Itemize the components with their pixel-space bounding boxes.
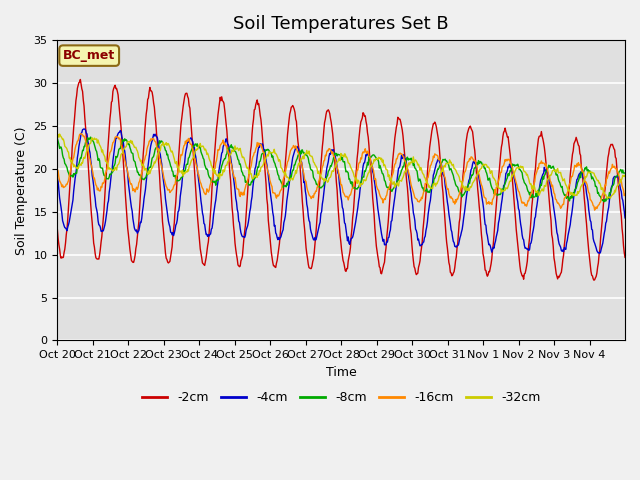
Line: -32cm: -32cm <box>58 134 625 199</box>
-4cm <box>121 148 129 154</box>
-16cm <box>621 192 629 197</box>
-32cm <box>225 154 233 160</box>
-32cm <box>433 180 440 186</box>
Line: -4cm: -4cm <box>58 129 625 253</box>
-8cm <box>621 170 629 176</box>
-4cm <box>596 251 604 256</box>
-4cm <box>433 161 440 167</box>
-8cm <box>600 199 608 204</box>
-4cm <box>401 156 408 162</box>
-8cm <box>225 145 233 151</box>
-8cm <box>275 173 282 179</box>
-2cm <box>54 227 61 233</box>
-32cm <box>253 175 261 180</box>
-32cm <box>401 169 408 175</box>
-4cm <box>54 175 61 181</box>
-32cm <box>621 172 629 178</box>
-2cm <box>401 150 408 156</box>
-2cm <box>77 77 84 83</box>
-16cm <box>275 193 282 199</box>
-8cm <box>54 136 61 142</box>
-2cm <box>433 124 440 130</box>
-8cm <box>121 136 129 142</box>
-32cm <box>604 196 611 202</box>
-2cm <box>225 158 233 164</box>
Line: -2cm: -2cm <box>58 80 625 280</box>
-16cm <box>225 151 233 156</box>
-8cm <box>253 167 261 172</box>
-4cm <box>621 215 629 221</box>
-2cm <box>621 254 629 260</box>
X-axis label: Time: Time <box>326 366 356 379</box>
-4cm <box>275 235 282 240</box>
-32cm <box>54 134 61 140</box>
-2cm <box>275 246 282 252</box>
-16cm <box>433 152 440 158</box>
Legend: -2cm, -4cm, -8cm, -16cm, -32cm: -2cm, -4cm, -8cm, -16cm, -32cm <box>137 386 545 409</box>
-8cm <box>87 134 95 140</box>
-2cm <box>121 180 129 186</box>
-16cm <box>253 140 261 145</box>
-32cm <box>56 131 63 137</box>
Title: Soil Temperatures Set B: Soil Temperatures Set B <box>234 15 449 33</box>
-8cm <box>433 171 440 177</box>
-2cm <box>590 277 598 283</box>
-4cm <box>225 144 233 150</box>
Line: -8cm: -8cm <box>58 137 625 202</box>
-4cm <box>80 126 88 132</box>
Text: BC_met: BC_met <box>63 49 115 62</box>
-2cm <box>253 97 261 103</box>
Y-axis label: Soil Temperature (C): Soil Temperature (C) <box>15 126 28 254</box>
-16cm <box>77 131 85 136</box>
-32cm <box>275 158 282 164</box>
-16cm <box>121 157 129 163</box>
-16cm <box>401 157 408 163</box>
-4cm <box>253 153 261 159</box>
-8cm <box>401 159 408 165</box>
Line: -16cm: -16cm <box>58 133 625 210</box>
-16cm <box>591 207 598 213</box>
-32cm <box>121 145 129 151</box>
-16cm <box>54 167 61 172</box>
